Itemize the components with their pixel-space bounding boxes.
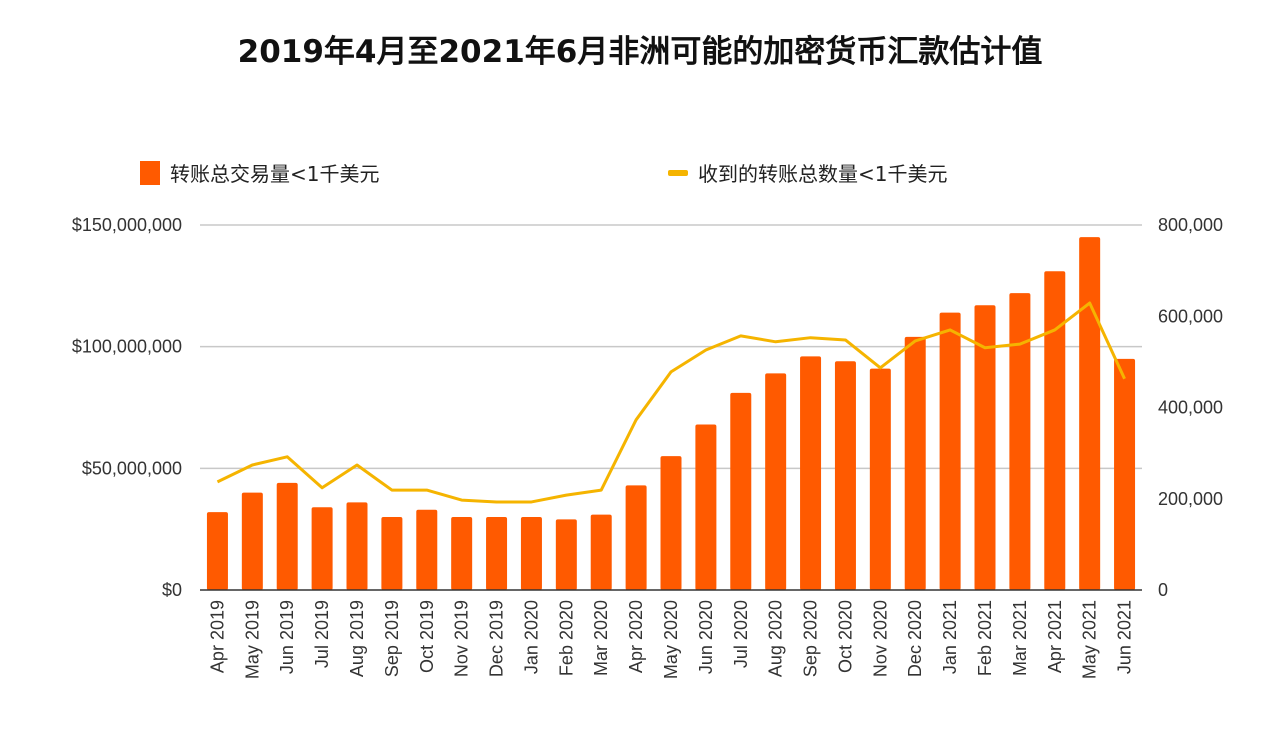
bar	[660, 456, 682, 590]
x-axis-tick-label: Aug 2020	[766, 600, 786, 677]
bar	[590, 514, 612, 590]
x-axis-tick-label: Dec 2019	[487, 600, 507, 677]
x-axis-tick-label: Jun 2019	[277, 600, 297, 674]
x-axis-tick-label: Nov 2020	[870, 600, 890, 677]
x-axis-tick-label: Jul 2019	[312, 600, 332, 668]
bar	[241, 492, 263, 590]
x-axis-tick-label: Feb 2020	[556, 600, 576, 676]
legend-item-line: 收到的转账总数量<1千美元	[668, 158, 947, 187]
left-axis-tick-label: $50,000,000	[82, 458, 182, 478]
x-axis-tick-label: Mar 2020	[591, 600, 611, 676]
right-axis-tick-label: 800,000	[1158, 215, 1223, 235]
x-axis-tick-label: Apr 2021	[1045, 600, 1065, 673]
bar	[451, 517, 473, 590]
bar	[346, 502, 368, 590]
bar	[1114, 358, 1136, 590]
x-axis-tick-label: Sep 2020	[801, 600, 821, 677]
bar	[486, 517, 508, 590]
x-axis-tick-label: Apr 2019	[207, 600, 227, 673]
bar	[206, 512, 228, 590]
legend-label-line: 收到的转账总数量<1千美元	[698, 162, 948, 186]
legend-item-bar: 转账总交易量<1千美元	[140, 158, 379, 187]
x-axis-tick-label: Apr 2020	[626, 600, 646, 673]
x-axis-tick-label: Mar 2021	[1010, 600, 1030, 676]
x-axis-tick-label: May 2019	[242, 600, 262, 679]
x-axis-tick-label: Jun 2020	[696, 600, 716, 674]
x-axis-tick-label: Jul 2020	[731, 600, 751, 668]
bar	[939, 312, 961, 590]
x-axis-tick-label: Nov 2019	[452, 600, 472, 677]
bar	[1009, 293, 1031, 590]
bar	[869, 368, 891, 590]
right-axis-tick-label: 0	[1158, 580, 1168, 600]
x-axis-tick-label: Sep 2019	[382, 600, 402, 677]
x-axis-tick-label: Aug 2019	[347, 600, 367, 677]
x-axis-tick-label: Feb 2021	[975, 600, 995, 676]
x-axis-tick-label: May 2020	[661, 600, 681, 679]
bar	[800, 356, 822, 590]
x-axis-tick-label: Oct 2019	[417, 600, 437, 673]
left-axis-tick-label: $150,000,000	[72, 215, 182, 235]
bar	[311, 507, 333, 590]
left-axis-tick-label: $0	[162, 580, 182, 600]
bar	[1044, 271, 1066, 590]
legend-swatch-line	[668, 169, 688, 176]
x-axis-tick-label: Oct 2020	[835, 600, 855, 673]
bar	[904, 336, 926, 590]
bar	[416, 509, 438, 590]
chart-title: 2019年4月至2021年6月非洲可能的加密货币汇款估计值	[237, 34, 1043, 70]
bar	[974, 305, 996, 590]
x-axis-tick-label: Jan 2020	[521, 600, 541, 674]
x-axis-tick-label: Dec 2020	[905, 600, 925, 677]
bar	[520, 517, 542, 590]
bar	[765, 373, 787, 590]
legend-label-bar: 转账总交易量<1千美元	[170, 162, 380, 186]
right-axis-tick-label: 600,000	[1158, 306, 1223, 326]
series-line	[216, 301, 1126, 504]
bar	[1079, 237, 1101, 590]
x-axis-tick-label: May 2021	[1080, 600, 1100, 679]
bar	[381, 517, 403, 590]
bar	[555, 519, 577, 590]
bar	[695, 424, 717, 590]
left-axis-tick-label: $100,000,000	[72, 337, 182, 357]
bar	[834, 361, 856, 590]
bar	[276, 482, 298, 590]
x-axis-tick-label: Jan 2021	[940, 600, 960, 674]
x-axis-tick-label: Jun 2021	[1115, 600, 1135, 674]
bar	[730, 392, 752, 590]
legend-swatch-bar	[140, 160, 160, 185]
right-axis-tick-label: 200,000	[1158, 489, 1223, 509]
bar	[625, 485, 647, 590]
right-axis-tick-label: 400,000	[1158, 398, 1223, 418]
